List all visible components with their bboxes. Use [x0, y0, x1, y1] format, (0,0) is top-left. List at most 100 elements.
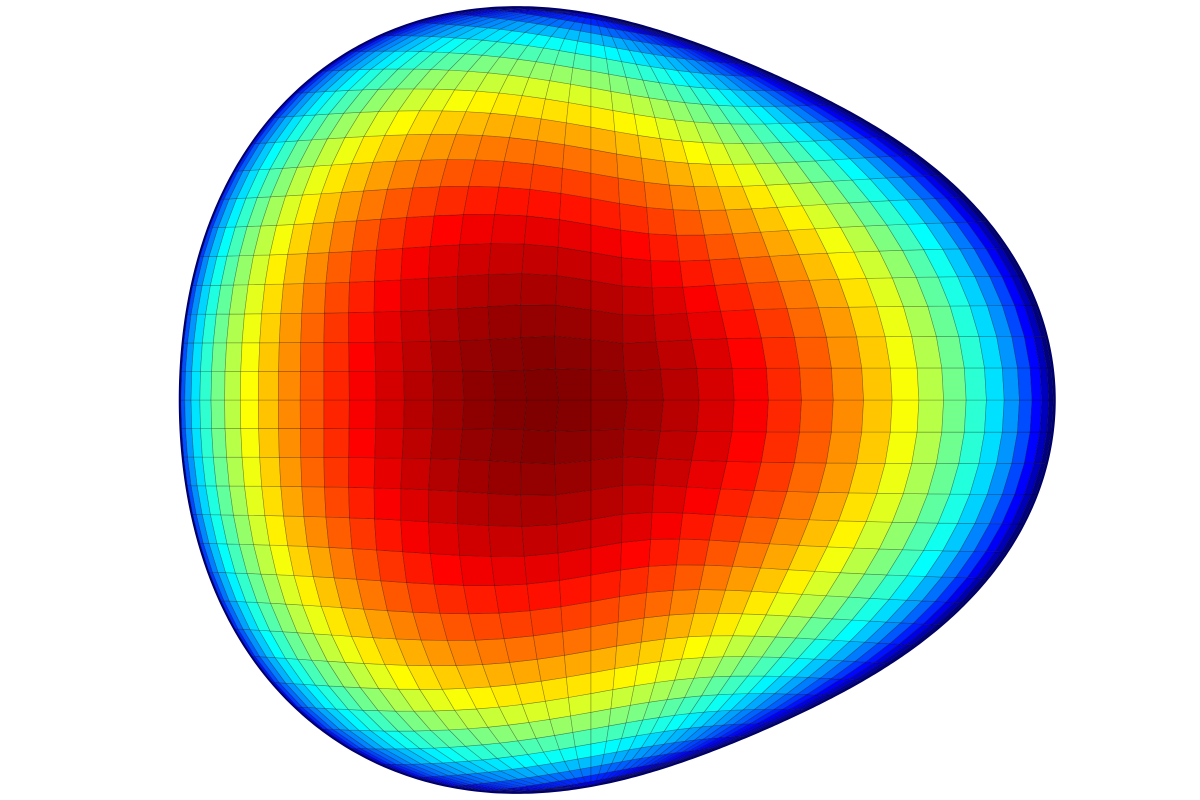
mesh-cell	[373, 487, 402, 521]
mesh-cell	[760, 337, 801, 369]
mesh-cell	[325, 251, 353, 284]
mesh-cell	[766, 367, 802, 401]
mesh-cell	[463, 185, 500, 215]
mesh-cell	[261, 485, 284, 517]
mesh-cell	[259, 456, 282, 487]
mesh-cell	[941, 367, 967, 401]
mesh-cell	[323, 428, 350, 458]
mesh-cell	[457, 491, 490, 526]
mesh-cell	[623, 399, 664, 432]
mesh-cell	[646, 564, 677, 593]
mesh-cell	[459, 214, 495, 245]
mesh-cell	[402, 551, 435, 585]
mesh-cell	[526, 188, 562, 220]
mesh-cell	[523, 399, 560, 432]
mesh-cell	[686, 310, 728, 341]
mesh-cell	[433, 583, 470, 615]
mesh-cell	[429, 214, 464, 247]
mesh-cell	[856, 336, 891, 369]
mesh-cell	[468, 159, 505, 188]
mesh-cell	[348, 341, 377, 372]
mesh-cell	[1017, 399, 1033, 433]
mesh-cell	[300, 457, 325, 488]
mesh-cell	[210, 399, 226, 429]
mesh-cell	[554, 429, 592, 465]
mesh-cell	[457, 459, 491, 494]
mesh-cell	[509, 115, 542, 141]
mesh-cell	[258, 428, 280, 458]
mesh-cell	[241, 313, 263, 344]
mesh-cell	[459, 428, 494, 461]
mesh-cell	[568, 83, 592, 107]
mesh-cell	[277, 371, 301, 401]
mesh-cell	[301, 282, 327, 314]
mesh-cell	[622, 456, 657, 486]
mesh-cell	[224, 399, 242, 429]
mesh-cell	[190, 371, 201, 401]
mesh-cell	[280, 283, 305, 314]
mesh-cell	[554, 304, 592, 340]
mesh-cell	[490, 555, 528, 586]
mesh-cell	[348, 311, 376, 343]
mesh-cell	[278, 456, 303, 487]
mesh-cell	[258, 342, 280, 372]
mesh-cell	[400, 488, 430, 523]
mesh-cell	[494, 583, 531, 614]
mesh-cell	[646, 207, 677, 236]
mesh-cell	[577, 30, 592, 44]
mesh-cell	[349, 517, 377, 551]
mesh-cell	[376, 549, 407, 583]
mesh-cell	[799, 399, 834, 433]
mesh-cell	[300, 342, 325, 372]
mesh-cell	[257, 371, 279, 401]
mesh-cell	[200, 342, 214, 372]
mesh-cell	[257, 399, 279, 429]
mesh-cell	[348, 280, 375, 313]
mesh-cell	[557, 219, 592, 253]
mesh-cell	[861, 367, 893, 401]
mesh-cell	[224, 342, 243, 372]
mesh-cell	[616, 153, 645, 183]
mesh-cell	[300, 428, 325, 458]
mesh-cell	[489, 337, 525, 372]
mesh-cell	[540, 98, 569, 124]
mesh-cell	[226, 313, 245, 344]
mesh-cell	[324, 281, 350, 314]
mesh-cell	[536, 118, 567, 146]
mesh-cell	[622, 428, 661, 459]
mesh-cell	[643, 181, 674, 211]
mesh-cell	[351, 548, 382, 582]
mesh-cell	[529, 163, 563, 194]
mesh-cell	[240, 371, 259, 401]
mesh-cell	[916, 399, 944, 433]
mesh-cell	[566, 102, 592, 128]
mesh-cell	[199, 371, 212, 401]
mesh-cell	[487, 493, 523, 527]
mesh-cell	[617, 592, 648, 623]
mesh-cell	[374, 428, 404, 459]
mesh-cell	[590, 369, 628, 401]
mesh-cell	[373, 457, 403, 490]
mesh-cell	[487, 460, 522, 496]
mesh-cell	[375, 399, 405, 429]
mesh-cell	[430, 428, 463, 460]
mesh-cell	[794, 431, 832, 464]
mesh-cell	[300, 312, 325, 343]
mesh-cell	[890, 367, 920, 401]
mesh-cell	[374, 518, 403, 552]
mesh-cell	[766, 399, 802, 433]
mesh-cell	[283, 515, 308, 547]
mesh-cell	[492, 369, 527, 401]
mesh-cell	[400, 519, 431, 554]
mesh-cell	[964, 367, 987, 401]
mesh-cell	[826, 431, 863, 464]
mesh-cell	[457, 306, 491, 341]
mesh-cell	[1001, 399, 1020, 433]
mesh-cell	[199, 399, 212, 429]
mesh-cell	[555, 275, 592, 311]
mesh-cell	[523, 368, 560, 401]
mesh-cell	[503, 635, 538, 663]
